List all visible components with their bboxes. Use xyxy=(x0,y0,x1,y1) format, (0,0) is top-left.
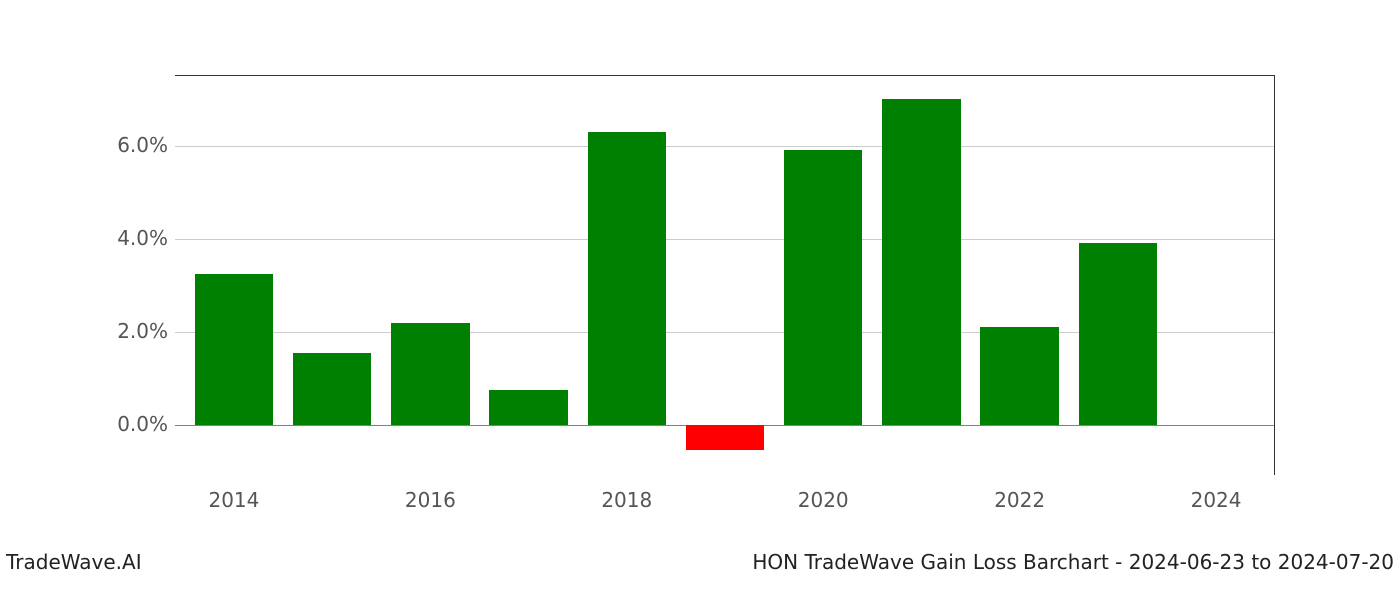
bar-2020 xyxy=(784,150,863,424)
footer-right-text: HON TradeWave Gain Loss Barchart - 2024-… xyxy=(752,550,1394,574)
x-tick-label: 2024 xyxy=(1191,488,1242,512)
y-tick-label: 6.0% xyxy=(88,133,168,157)
bar-2023 xyxy=(1079,243,1158,424)
y-tick-label: 0.0% xyxy=(88,412,168,436)
plot-area xyxy=(175,76,1274,475)
y-tick-label: 2.0% xyxy=(88,319,168,343)
y-tick-label: 4.0% xyxy=(88,226,168,250)
x-tick-label: 2020 xyxy=(798,488,849,512)
bar-2018 xyxy=(588,132,667,425)
gridline xyxy=(175,239,1274,240)
x-tick-label: 2018 xyxy=(601,488,652,512)
footer-left-text: TradeWave.AI xyxy=(6,550,142,574)
x-tick-label: 2014 xyxy=(208,488,259,512)
bar-2016 xyxy=(391,323,470,425)
x-tick-label: 2016 xyxy=(405,488,456,512)
bar-2019 xyxy=(686,425,765,451)
x-tick-label: 2022 xyxy=(994,488,1045,512)
chart-frame xyxy=(175,75,1275,475)
bar-2021 xyxy=(882,99,961,425)
gridline xyxy=(175,146,1274,147)
bar-2014 xyxy=(195,274,274,425)
bar-2015 xyxy=(293,353,372,425)
bar-2022 xyxy=(980,327,1059,425)
bar-2017 xyxy=(489,390,568,425)
